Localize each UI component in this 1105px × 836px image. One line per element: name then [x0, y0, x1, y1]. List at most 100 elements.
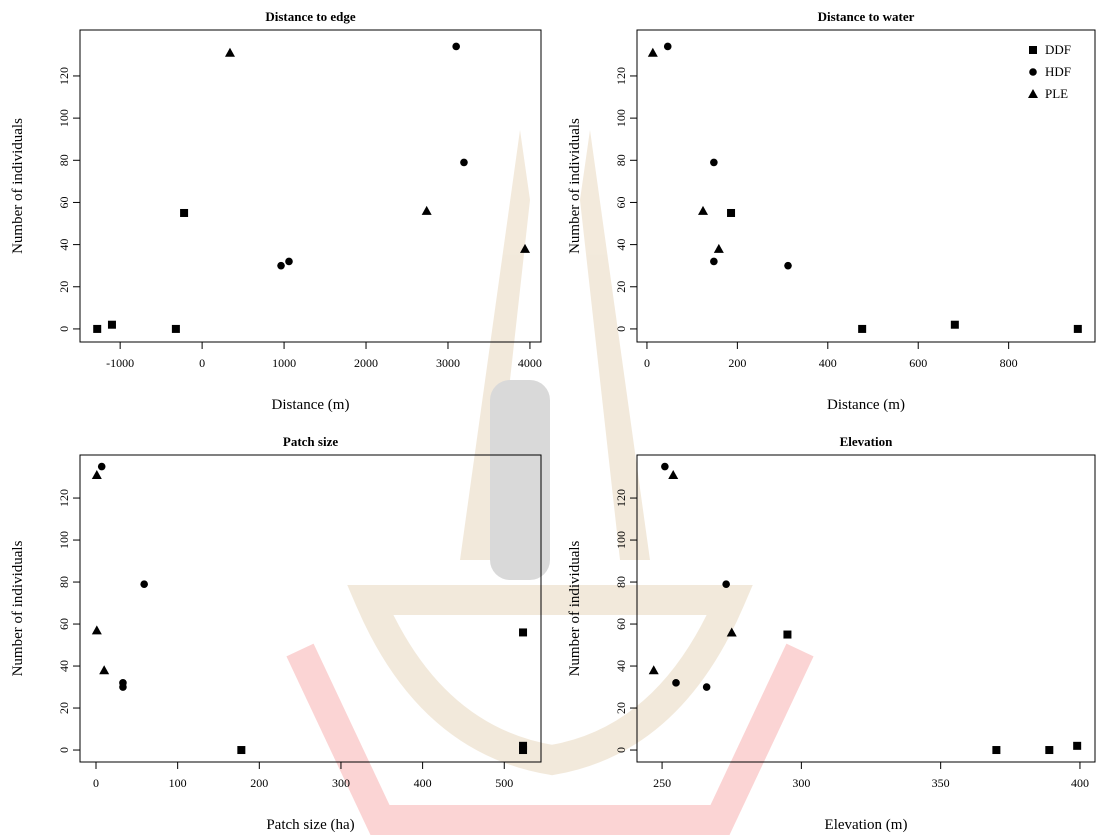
- point-triangle: [649, 665, 659, 674]
- y-tick-label: 120: [57, 67, 71, 85]
- y-tick-label: 120: [614, 67, 628, 85]
- x-tick-label: 350: [932, 776, 950, 790]
- y-tick-label: 40: [57, 239, 71, 251]
- point-circle: [710, 159, 718, 167]
- x-tick-label: 600: [909, 356, 927, 370]
- point-triangle: [714, 244, 724, 253]
- y-tick-label: 0: [614, 747, 628, 753]
- y-axis-label: Number of individuals: [567, 540, 583, 676]
- y-tick-label: 100: [57, 531, 71, 549]
- watermark: [300, 130, 800, 820]
- point-circle: [460, 159, 468, 167]
- x-axis-label: Elevation (m): [825, 817, 908, 833]
- point-circle: [140, 580, 148, 588]
- panel-title: Distance to edge: [265, 9, 355, 24]
- y-tick-label: 80: [614, 576, 628, 588]
- point-circle: [285, 258, 293, 266]
- point-triangle: [698, 206, 708, 215]
- point-circle: [277, 262, 285, 270]
- y-tick-label: 40: [614, 239, 628, 251]
- y-tick-label: 20: [614, 702, 628, 714]
- x-tick-label: 3000: [436, 356, 460, 370]
- point-square: [108, 321, 116, 329]
- y-tick-label: 120: [57, 489, 71, 507]
- point-square: [93, 325, 101, 333]
- point-square: [1074, 325, 1082, 333]
- point-square: [519, 746, 527, 754]
- plot-frame: [80, 30, 541, 342]
- x-tick-label: 300: [792, 776, 810, 790]
- point-circle: [710, 258, 718, 266]
- point-circle: [672, 679, 680, 687]
- point-square: [951, 321, 959, 329]
- y-tick-label: 20: [57, 281, 71, 293]
- panel-title: Elevation: [840, 434, 893, 449]
- x-tick-label: 0: [199, 356, 205, 370]
- point-circle: [98, 463, 106, 471]
- legend-marker: [1029, 68, 1037, 76]
- x-axis-label: Distance (m): [827, 397, 905, 413]
- legend-marker: [1029, 46, 1037, 54]
- y-tick-label: 20: [614, 281, 628, 293]
- y-tick-label: 100: [614, 531, 628, 549]
- legend-marker: [1028, 89, 1038, 98]
- y-tick-label: 0: [57, 326, 71, 332]
- y-tick-label: 40: [614, 660, 628, 672]
- x-axis-label: Patch size (ha): [266, 817, 354, 833]
- point-square: [992, 746, 1000, 754]
- x-tick-label: 2000: [354, 356, 378, 370]
- y-tick-label: 60: [614, 196, 628, 208]
- x-tick-label: 400: [414, 776, 432, 790]
- point-circle: [119, 683, 127, 691]
- y-tick-label: 20: [57, 702, 71, 714]
- y-tick-label: 100: [57, 109, 71, 127]
- x-tick-label: 100: [169, 776, 187, 790]
- x-tick-label: 0: [644, 356, 650, 370]
- point-triangle: [648, 48, 658, 57]
- y-tick-label: 0: [614, 326, 628, 332]
- x-tick-label: 0: [93, 776, 99, 790]
- point-triangle: [99, 665, 109, 674]
- panel-title: Patch size: [283, 434, 338, 449]
- y-tick-label: 80: [57, 576, 71, 588]
- legend-label: PLE: [1045, 86, 1068, 101]
- point-square: [858, 325, 866, 333]
- y-axis-label: Number of individuals: [567, 118, 583, 254]
- point-square: [727, 209, 735, 217]
- point-square: [1045, 746, 1053, 754]
- x-tick-label: 300: [332, 776, 350, 790]
- x-tick-label: 1000: [272, 356, 296, 370]
- point-circle: [722, 580, 730, 588]
- point-circle: [452, 43, 460, 51]
- x-tick-label: 500: [495, 776, 513, 790]
- point-square: [519, 628, 527, 636]
- x-tick-label: 400: [819, 356, 837, 370]
- point-triangle: [422, 206, 432, 215]
- point-triangle: [668, 470, 678, 479]
- x-tick-label: 200: [250, 776, 268, 790]
- point-circle: [664, 43, 672, 51]
- point-circle: [703, 683, 711, 691]
- point-triangle: [225, 48, 235, 57]
- point-circle: [784, 262, 792, 270]
- point-square: [1073, 742, 1081, 750]
- point-triangle: [92, 625, 102, 634]
- y-tick-label: 40: [57, 660, 71, 672]
- x-tick-label: 800: [1000, 356, 1018, 370]
- x-tick-label: 4000: [518, 356, 542, 370]
- y-axis-label: Number of individuals: [10, 540, 26, 676]
- point-square: [783, 631, 791, 639]
- y-tick-label: 80: [614, 154, 628, 166]
- y-tick-label: 60: [57, 618, 71, 630]
- y-tick-label: 100: [614, 109, 628, 127]
- y-tick-label: 0: [57, 747, 71, 753]
- x-tick-label: 200: [728, 356, 746, 370]
- point-square: [172, 325, 180, 333]
- point-triangle: [92, 470, 102, 479]
- y-tick-label: 60: [614, 618, 628, 630]
- point-square: [237, 746, 245, 754]
- figure: Distance to edge Distance (m) Number of in…: [0, 0, 1105, 836]
- y-axis-label: Number of individuals: [10, 118, 26, 254]
- legend-label: HDF: [1045, 64, 1071, 79]
- legend-label: DDF: [1045, 42, 1071, 57]
